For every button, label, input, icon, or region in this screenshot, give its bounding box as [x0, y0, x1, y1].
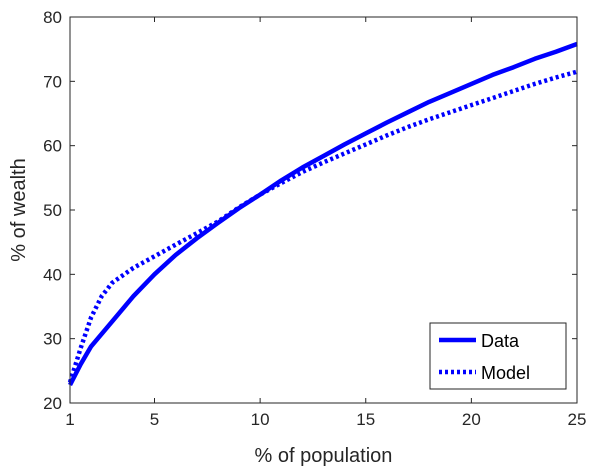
legend-box: [429, 322, 567, 390]
legend: Data Model: [429, 322, 567, 390]
y-tick-label: 50: [43, 201, 62, 220]
x-axis-label: % of population: [255, 445, 393, 467]
series-layer: [67, 41, 578, 387]
x-tick-label: 10: [251, 410, 270, 429]
x-tick-label: 15: [356, 410, 375, 429]
x-tick-label: 5: [150, 410, 159, 429]
y-axis-label: % of wealth: [8, 158, 30, 261]
legend-label-model: Model: [481, 363, 530, 383]
x-tick-label: 25: [568, 410, 587, 429]
legend-label-data: Data: [481, 331, 520, 351]
x-axis-ticks: 1 5 10 15 20 25: [65, 17, 586, 429]
y-tick-label: 20: [43, 394, 62, 413]
y-tick-label: 70: [43, 72, 62, 91]
series-line-data: [67, 41, 578, 387]
y-tick-label: 80: [43, 8, 62, 27]
plot-frame: [69, 16, 578, 404]
y-tick-label: 60: [43, 137, 62, 156]
x-tick-label: 20: [462, 410, 481, 429]
x-tick-label: 1: [65, 410, 74, 429]
y-tick-label: 30: [43, 330, 62, 349]
y-tick-label: 40: [43, 265, 62, 284]
